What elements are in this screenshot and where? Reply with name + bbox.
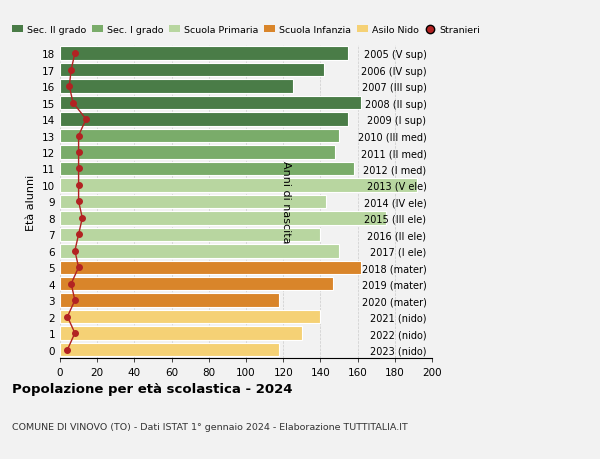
Bar [60, 343, 280, 357]
Bar [60, 310, 320, 324]
Point [68, 100, 78, 107]
Point [74, 133, 83, 140]
Point [67, 280, 76, 288]
Bar [60, 212, 386, 225]
Y-axis label: Anni di nascita: Anni di nascita [281, 161, 292, 243]
Point [74, 182, 83, 189]
Point [74, 231, 83, 239]
Text: COMUNE DI VINOVO (TO) - Dati ISTAT 1° gennaio 2024 - Elaborazione TUTTITALIA.IT: COMUNE DI VINOVO (TO) - Dati ISTAT 1° ge… [12, 422, 408, 431]
Point [62, 313, 72, 321]
Point [74, 165, 83, 173]
Bar [60, 245, 339, 258]
Bar [60, 47, 348, 61]
Point [70, 330, 80, 337]
Point [74, 264, 83, 271]
Bar [60, 294, 280, 307]
Bar [60, 179, 417, 192]
Bar [60, 64, 324, 77]
Bar [60, 129, 339, 143]
Point [74, 149, 83, 157]
Bar [60, 261, 361, 274]
Point [70, 50, 80, 58]
Bar [60, 146, 335, 159]
Point [70, 247, 80, 255]
Point [77, 215, 87, 222]
Point [65, 83, 74, 90]
Point [67, 67, 76, 74]
Point [74, 198, 83, 206]
Bar [60, 113, 348, 127]
Bar [60, 195, 326, 209]
Bar [60, 97, 361, 110]
Point [62, 346, 72, 353]
Point [81, 116, 91, 123]
Text: Popolazione per età scolastica - 2024: Popolazione per età scolastica - 2024 [12, 382, 293, 396]
Y-axis label: Età alunni: Età alunni [26, 174, 37, 230]
Point [70, 297, 80, 304]
Bar [60, 277, 334, 291]
Bar [60, 327, 302, 340]
Legend: Sec. II grado, Sec. I grado, Scuola Primaria, Scuola Infanzia, Asilo Nido, Stran: Sec. II grado, Sec. I grado, Scuola Prim… [11, 26, 481, 35]
Bar [60, 162, 354, 176]
Bar [60, 228, 320, 241]
Bar [60, 80, 293, 94]
